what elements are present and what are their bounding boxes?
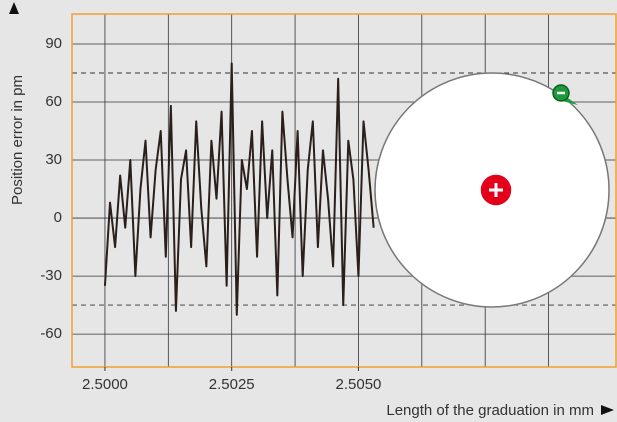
x-tick-label: 2.5000 (82, 376, 128, 393)
y-tick-label: -60 (40, 325, 62, 342)
y-tick-label: 0 (54, 209, 62, 226)
overlay (375, 73, 609, 307)
y-tick-label: 60 (45, 93, 62, 110)
page: Position error in pm Length of the gradu… (0, 0, 617, 422)
y-tick-label: -30 (40, 267, 62, 284)
y-axis-label: Position error in pm (9, 75, 26, 205)
y-tick-label: 30 (45, 151, 62, 168)
x-tick-label: 2.5025 (209, 376, 255, 393)
y-tick-label: 90 (45, 35, 62, 52)
x-axis-label: Length of the graduation in mm (386, 402, 594, 419)
chart: Position error in pm Length of the gradu… (0, 0, 617, 422)
x-tick-label: 2.5050 (336, 376, 382, 393)
